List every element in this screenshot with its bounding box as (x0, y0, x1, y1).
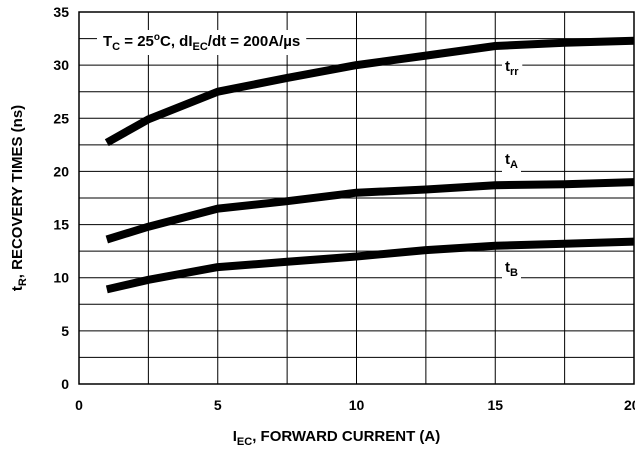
y-tick-label: 15 (53, 217, 69, 233)
series-labels: trr tA tB (502, 57, 523, 280)
x-tick-label: 15 (487, 397, 503, 413)
series-label-trr: trr (505, 58, 519, 78)
x-tick-label: 5 (214, 397, 222, 413)
series-line-ta (105, 178, 635, 244)
y-tick-label: 10 (53, 270, 69, 286)
tick-labels: 0 5 10 15 20 25 30 35 0 5 10 15 20 (53, 4, 635, 413)
series-label-ta: tA (505, 151, 518, 171)
x-axis-label: IEC, FORWARD CURRENT (A) (233, 428, 441, 448)
x-tick-label: 10 (349, 397, 365, 413)
x-tick-label: 20 (624, 397, 635, 413)
series-line-tb (105, 237, 635, 294)
y-tick-label: 5 (61, 323, 69, 339)
condition-label: TC = 25oC, dIEC/dt = 200A/µs (103, 32, 300, 53)
y-tick-label: 20 (53, 163, 69, 179)
y-tick-label: 30 (53, 57, 69, 73)
series-label-background-trr (502, 57, 523, 79)
y-tick-label: 25 (53, 110, 69, 126)
y-tick-label: 35 (53, 4, 69, 20)
series-label-tb: tB (505, 259, 518, 279)
y-axis-label: tR, RECOVERY TIMES (ns) (9, 105, 29, 291)
series-lines (104, 36, 635, 294)
x-tick-label: 0 (75, 397, 83, 413)
series-label-background-tb (502, 258, 521, 280)
series-line-trr (104, 36, 635, 147)
y-tick-label: 0 (61, 376, 69, 392)
plot-frame (78, 11, 635, 385)
condition-label-background (97, 30, 307, 55)
series-label-background-ta (502, 150, 521, 172)
